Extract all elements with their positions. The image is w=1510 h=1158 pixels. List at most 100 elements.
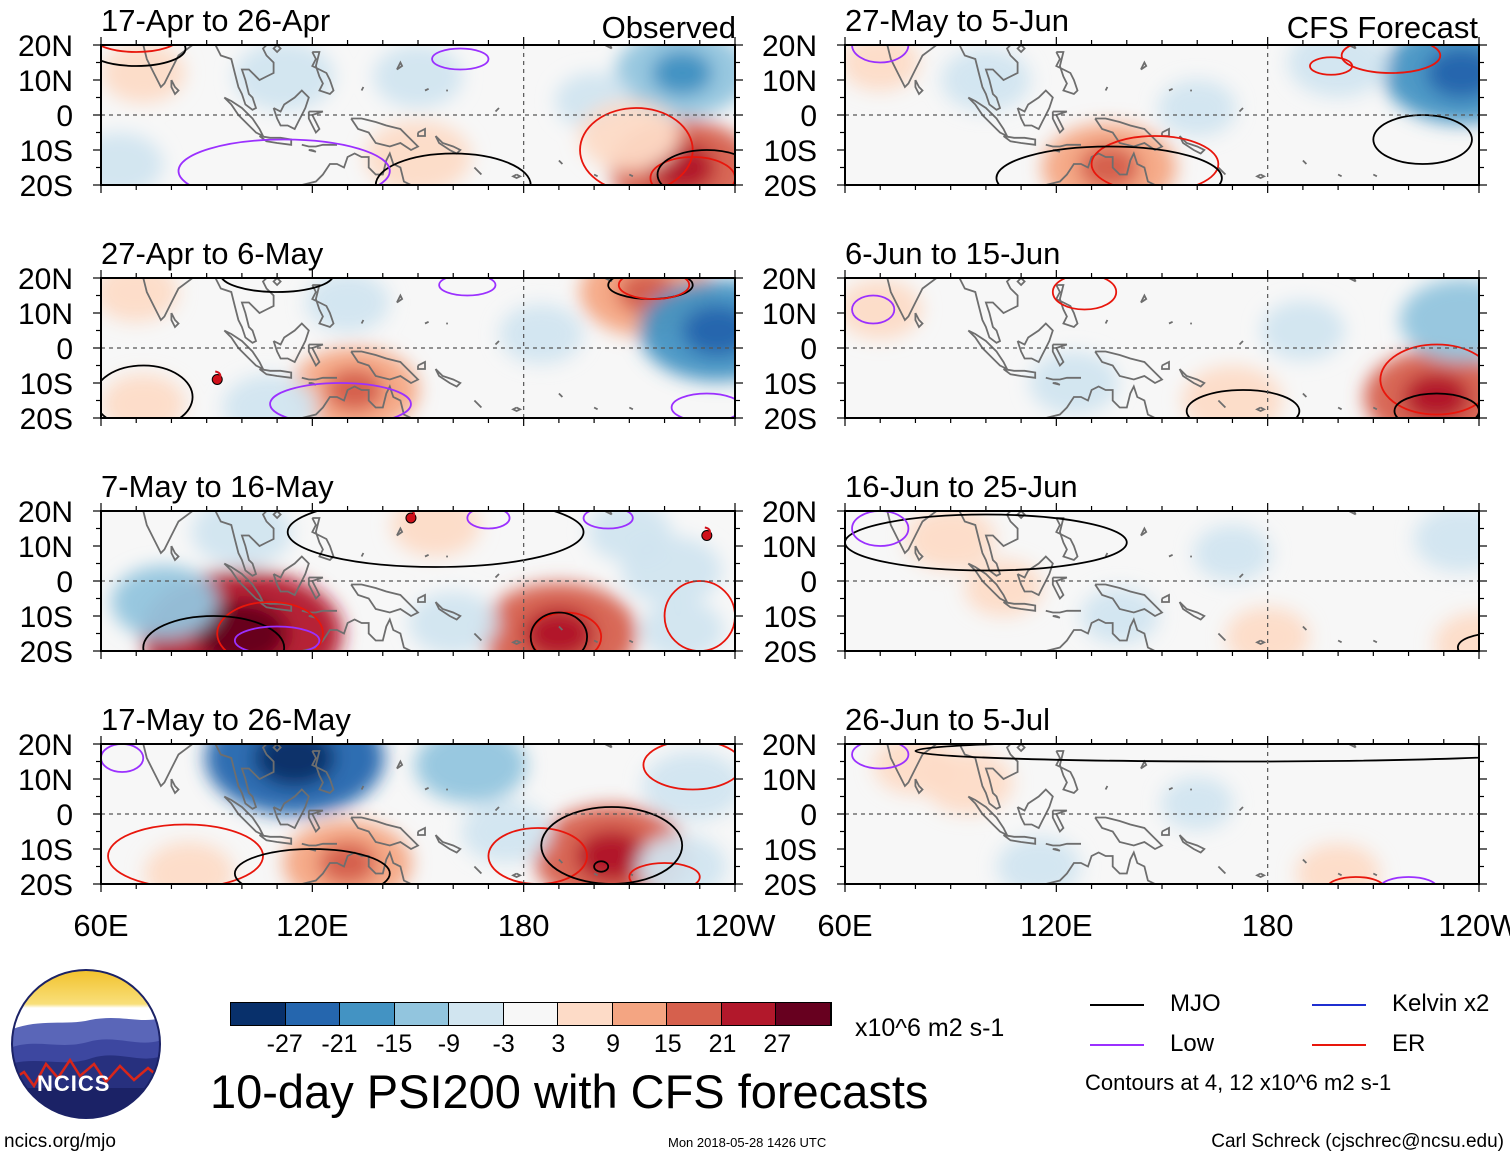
lat-label: 20S xyxy=(20,869,73,902)
coastline xyxy=(1302,392,1308,398)
anomaly-blob xyxy=(408,591,499,651)
coastline xyxy=(593,639,599,644)
coastline xyxy=(1045,609,1081,614)
anomaly-core xyxy=(651,50,713,96)
coastline xyxy=(1002,368,1037,379)
cfs-forecast-heading: CFS Forecast xyxy=(1287,10,1479,45)
wave-contour xyxy=(593,860,610,873)
lat-label: 20N xyxy=(18,729,73,762)
coastline xyxy=(1016,788,1054,830)
lon-label: 180 xyxy=(498,908,550,943)
wave-contour xyxy=(220,278,334,293)
anomaly-blob xyxy=(414,744,527,803)
anomaly-blob xyxy=(373,45,463,109)
coastline xyxy=(494,340,500,346)
coastline xyxy=(350,350,420,385)
coastline xyxy=(914,79,924,96)
lat-label: 10N xyxy=(762,298,817,331)
lat-label: 20S xyxy=(20,170,73,203)
coastline xyxy=(424,320,429,325)
coastline xyxy=(1052,848,1061,852)
lat-label: 10S xyxy=(764,601,817,634)
coastline xyxy=(1238,340,1244,346)
wave-contour xyxy=(1380,876,1437,884)
lat-label: 20N xyxy=(18,496,73,529)
wave-contour xyxy=(216,601,324,651)
wave-contour xyxy=(101,364,194,418)
anomaly-blob xyxy=(1182,365,1283,418)
coastline xyxy=(1055,750,1079,795)
wave-contour xyxy=(1340,45,1442,74)
wave-contour xyxy=(1051,278,1118,311)
coastline xyxy=(1372,173,1378,178)
coastline xyxy=(1052,382,1061,386)
wave-contour xyxy=(670,392,735,418)
lat-label: 10N xyxy=(762,531,817,564)
source-link[interactable]: ncics.org/mjo xyxy=(4,1131,116,1152)
coastline xyxy=(307,343,324,368)
coastline xyxy=(1207,650,1210,651)
colorbar-tick-label: -21 xyxy=(321,1030,358,1058)
coastline xyxy=(1302,858,1308,864)
coastline xyxy=(463,417,466,418)
anomaly-core xyxy=(254,744,336,787)
anomaly-blob xyxy=(1225,607,1310,651)
coastline xyxy=(463,184,466,185)
legend-label: Low xyxy=(1170,1030,1215,1057)
anomaly-core xyxy=(682,305,735,356)
coastline xyxy=(301,842,337,847)
coastline xyxy=(1255,173,1267,180)
coastline xyxy=(1238,107,1244,113)
coastline xyxy=(1055,51,1079,96)
coastline xyxy=(1002,834,1037,845)
coastline xyxy=(593,173,599,178)
lat-label: 10S xyxy=(764,368,817,401)
coastline xyxy=(434,601,462,621)
coastline xyxy=(1051,576,1068,601)
coastline xyxy=(272,555,310,597)
coastline xyxy=(1034,850,1157,884)
anomaly-blob xyxy=(1080,587,1159,645)
panel-period-title: 17-Apr to 26-Apr xyxy=(101,3,330,38)
coastline xyxy=(272,788,310,830)
coastline xyxy=(396,759,404,770)
anomaly-blob xyxy=(578,101,680,171)
coastline xyxy=(307,110,324,135)
wave-contour xyxy=(579,107,694,185)
coastline xyxy=(1034,384,1157,418)
wave-contour xyxy=(617,278,691,300)
colorbar-swatch xyxy=(612,1003,668,1025)
anomaly-blob xyxy=(964,559,1043,617)
coastline xyxy=(360,86,365,91)
coastline xyxy=(272,89,310,131)
coastline xyxy=(311,517,335,562)
coastline xyxy=(1217,865,1227,875)
panel-period-title: 6-Jun to 15-Jun xyxy=(845,236,1060,271)
coastline xyxy=(1178,601,1206,621)
coastline xyxy=(494,107,500,113)
coastline xyxy=(511,872,523,879)
coastline xyxy=(360,785,365,790)
coastline xyxy=(1104,319,1109,324)
anomaly-blob xyxy=(111,565,218,639)
wave-contour xyxy=(1090,135,1220,185)
coastline xyxy=(311,284,335,329)
coastline xyxy=(914,312,924,329)
panel-period-title: 27-May to 5-Jun xyxy=(845,3,1069,38)
anomaly-core xyxy=(318,841,377,884)
wave-contour xyxy=(995,145,1223,185)
lat-label: 20S xyxy=(764,869,817,902)
lat-label: 0 xyxy=(800,100,817,133)
lon-label: 60E xyxy=(73,908,128,943)
coastline xyxy=(1140,759,1148,770)
wave-contour xyxy=(649,156,735,185)
wave-contour xyxy=(101,45,187,67)
coastline xyxy=(1238,573,1244,579)
coastline xyxy=(101,278,275,344)
anomaly-blob xyxy=(1434,612,1479,651)
lat-label: 20N xyxy=(762,729,817,762)
wave-contour xyxy=(1327,876,1384,884)
wave-contour xyxy=(1456,633,1479,651)
